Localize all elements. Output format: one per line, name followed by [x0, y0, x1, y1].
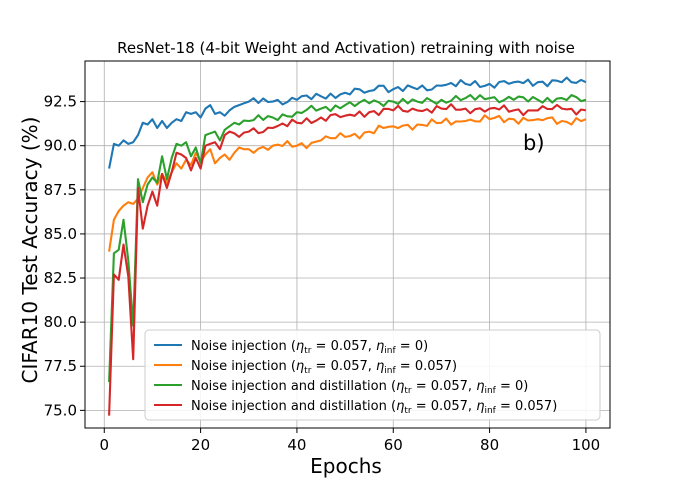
x-tick-label: 40 [287, 436, 306, 454]
legend-entry-part: inf [384, 346, 396, 356]
legend-entry-part: = 0) [396, 339, 429, 354]
x-axis-label: Epochs [310, 454, 382, 478]
legend-entry-part: η [476, 379, 484, 394]
legend-entry-part: tr [404, 386, 412, 396]
legend-entry-part: = 0.057) [496, 399, 557, 414]
y-axis-label: CIFAR10 Test Accuracy (%) [18, 117, 42, 384]
legend-entry-part: = 0.057, [412, 399, 477, 414]
legend-entry-part: η [396, 399, 404, 414]
legend-entry-part: = 0.057, [311, 339, 376, 354]
y-tick-label: 85.0 [44, 225, 77, 243]
y-tick-label: 92.5 [44, 93, 77, 111]
legend-entry-part: η [376, 339, 384, 354]
y-tick-label: 80.0 [44, 313, 77, 331]
series-line-3 [108, 93, 587, 383]
legend-entry-part: = 0.057, [412, 379, 477, 394]
legend-entry-part: inf [384, 366, 396, 376]
legend-entry: Noise injection and distillation (ηtr = … [191, 379, 528, 396]
legend-entry-part: = 0) [496, 379, 529, 394]
y-tick-label: 82.5 [44, 269, 77, 287]
legend-entry-part: Noise injection ( [191, 359, 296, 374]
panel-annotation: b) [523, 131, 545, 155]
legend-entry-part: inf [484, 406, 496, 416]
legend-entry-part: Noise injection and distillation ( [191, 379, 396, 394]
y-tick-label: 77.5 [44, 357, 77, 375]
legend-entry-part: η [376, 359, 384, 374]
y-tick-label: 90.0 [44, 137, 77, 155]
plot-frame [84, 60, 611, 429]
series-lines [108, 76, 587, 416]
legend-entry-part: tr [404, 406, 412, 416]
legend-entry-part: tr [304, 346, 312, 356]
legend-box [144, 329, 601, 421]
legend-entry-part: tr [304, 366, 312, 376]
legend-entry: Noise injection (ηtr = 0.057, ηinf = 0.0… [191, 359, 457, 376]
series-line-1 [108, 76, 587, 169]
legend-entry: Noise injection (ηtr = 0.057, ηinf = 0) [191, 339, 428, 356]
axis-ticks: 0 20 40 60 80 100 75.0 77.5 80.0 82.5 85.0 87.5 90.0… [44, 93, 601, 454]
series-line-4 [108, 103, 587, 416]
y-tick-label: 75.0 [44, 401, 77, 419]
x-tick-label: 0 [99, 436, 109, 454]
x-tick-label: 20 [191, 436, 210, 454]
legend-entry-part: = 0.057) [396, 359, 457, 374]
legend-entry-part: = 0.057, [311, 359, 376, 374]
legend-entry-part: Noise injection and distillation ( [191, 399, 396, 414]
x-tick-label: 100 [572, 436, 601, 454]
legend-entry-part: η [476, 399, 484, 414]
series-line-2 [108, 114, 587, 252]
legend-entry-part: η [296, 359, 304, 374]
grid [85, 61, 610, 428]
x-tick-label: 60 [384, 436, 403, 454]
legend-entry-part: Noise injection ( [191, 339, 296, 354]
legend-entry: Noise injection and distillation (ηtr = … [191, 399, 557, 416]
legend: Noise injection (ηtr = 0.057, ηinf = 0)N… [144, 329, 601, 421]
y-tick-label: 87.5 [44, 181, 77, 199]
legend-entry-part: η [396, 379, 404, 394]
legend-entry-part: η [296, 339, 304, 354]
legend-entry-part: inf [484, 386, 496, 396]
x-tick-label: 80 [480, 436, 499, 454]
chart-title: ResNet-18 (4-bit Weight and Activation) … [117, 39, 575, 57]
